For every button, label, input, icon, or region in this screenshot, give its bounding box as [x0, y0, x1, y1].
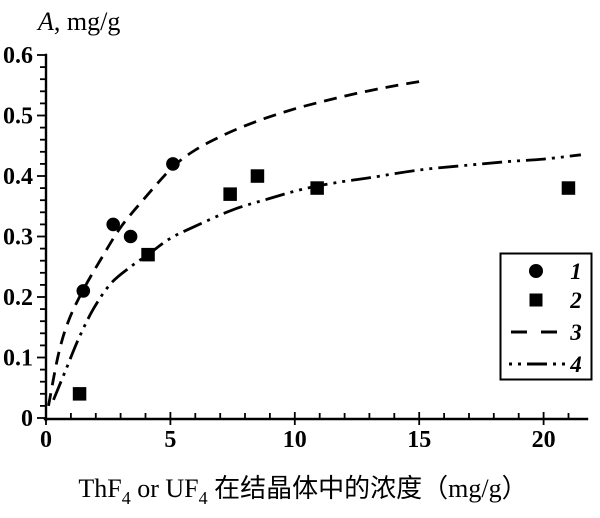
legend-circle-marker [529, 264, 543, 278]
series-2-point-square [72, 387, 87, 401]
x-axis-title-or-uf: or UF [131, 474, 199, 503]
y-tick-label: 0.5 [3, 104, 33, 130]
y-tick-label: 0.2 [3, 285, 33, 311]
y-tick-label: 0 [21, 406, 33, 432]
legend: 1 2 3 4 [499, 252, 593, 381]
y-axis-title: A, mg/g [36, 7, 120, 36]
x-axis-title-cjk-units: 在结晶体中的浓度（mg/g） [208, 474, 528, 503]
x-axis-title-thf: ThF [78, 474, 121, 503]
y-tick-label: 0.6 [3, 43, 33, 69]
x-tick-label: 15 [407, 427, 431, 453]
series-1-point-circle [106, 217, 120, 232]
x-axis-title-sub4a: 4 [122, 488, 131, 508]
y-tick-label: 0.3 [3, 225, 33, 251]
series-1-point-circle [166, 157, 180, 171]
legend-square-marker [529, 293, 543, 307]
y-axis-title-symbol: A [36, 7, 54, 36]
series-2-point-square [561, 181, 576, 195]
x-tick-label: 10 [283, 427, 307, 453]
series-2-point-square [310, 181, 324, 195]
y-tick-label: 0.4 [3, 164, 33, 190]
y-axis-title-units: , mg/g [54, 7, 120, 36]
series-1-point-circle [123, 229, 138, 244]
series-4-curve [52, 153, 582, 401]
x-tick-label: 20 [532, 427, 556, 453]
x-axis-title: ThF4 or UF4 在结晶体中的浓度（mg/g） [78, 474, 527, 508]
series-2-point-square [223, 187, 237, 201]
x-axis-title-sub4b: 4 [199, 488, 208, 508]
legend-box [499, 252, 593, 381]
data-points [72, 157, 576, 401]
x-tick-label: 5 [164, 427, 176, 453]
legend-entry-label: 1 [570, 259, 582, 284]
series-2-point-square [250, 169, 265, 183]
legend-entry-label: 2 [569, 288, 582, 313]
fit-curves [47, 80, 582, 407]
legend-entry-label: 4 [569, 352, 582, 377]
y-tick-label: 0.1 [3, 346, 33, 372]
series-1-point-circle [76, 284, 91, 298]
axes: 0 0.1 0.2 0.3 0.4 0.5 0.6 0 5 10 15 20 [3, 43, 589, 453]
x-tick-label: 0 [40, 427, 52, 453]
series-2-point-square [141, 247, 155, 262]
legend-entry-label: 3 [569, 320, 582, 345]
series-3-curve [47, 80, 420, 407]
